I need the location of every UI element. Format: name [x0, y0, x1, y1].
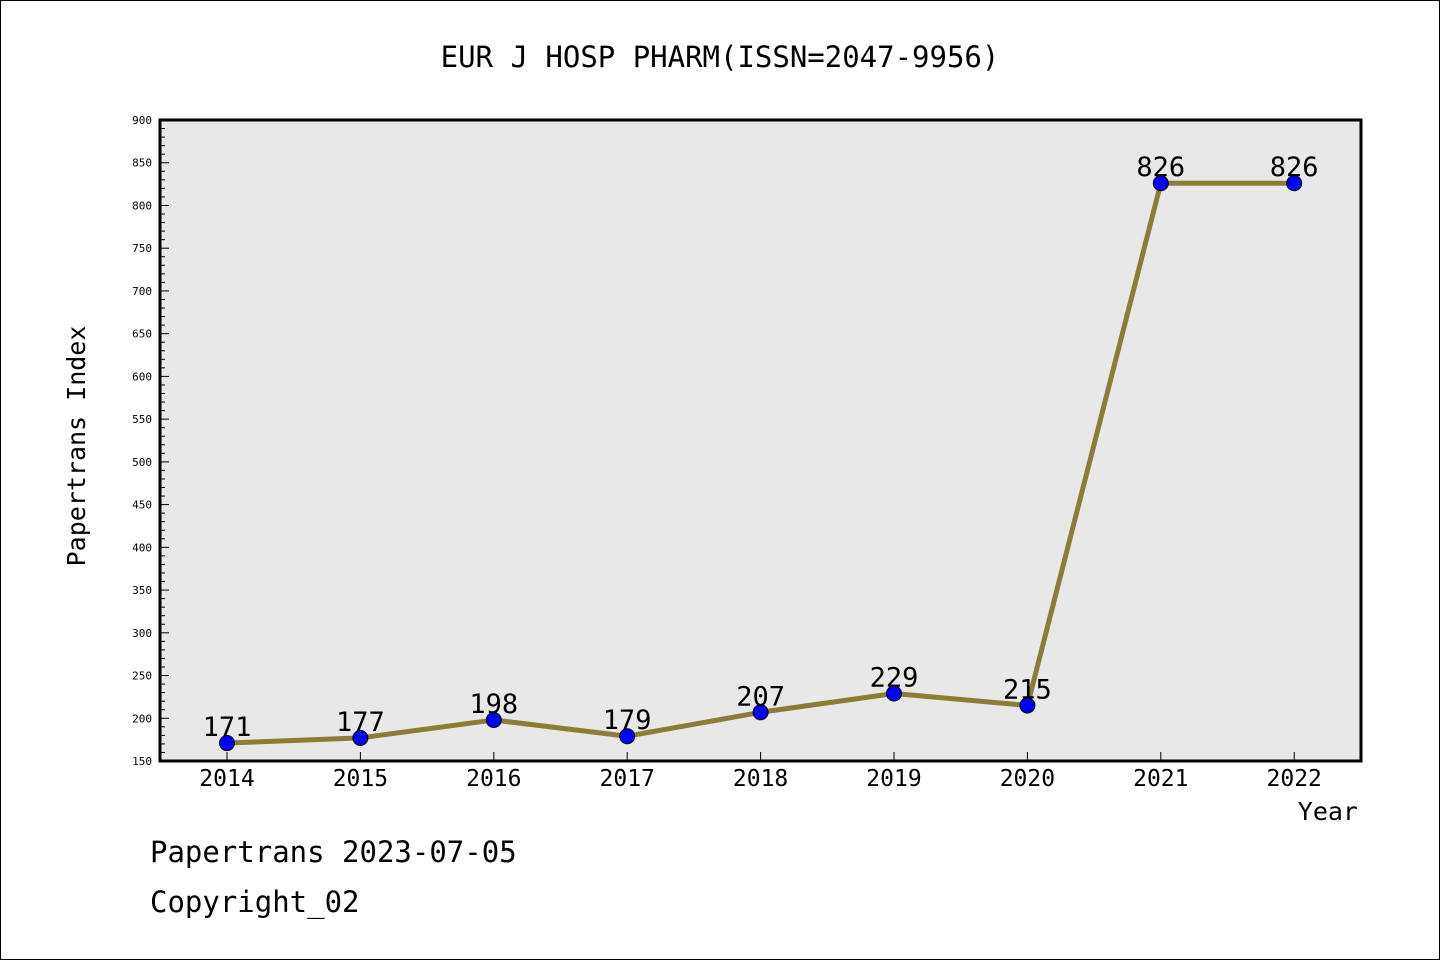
x-tick-label: 2020	[1000, 766, 1055, 792]
data-point	[1152, 175, 1169, 192]
data-label: 179	[603, 705, 652, 736]
x-axis-label: Year	[1298, 797, 1358, 826]
y-tick-label: 900	[132, 114, 152, 127]
y-tick-label: 850	[132, 157, 152, 170]
y-tick-label: 550	[132, 413, 152, 426]
x-tick-label: 2019	[866, 766, 921, 792]
y-tick-label: 750	[132, 242, 152, 255]
plot-area	[160, 120, 1361, 761]
x-tick-label: 2022	[1267, 766, 1322, 792]
data-label: 826	[1270, 152, 1319, 183]
x-tick-label: 2018	[733, 766, 788, 792]
y-tick-label: 800	[132, 199, 152, 212]
data-point	[752, 704, 769, 721]
data-point	[352, 729, 369, 746]
y-tick-label: 400	[132, 541, 152, 554]
data-label: 198	[469, 689, 518, 720]
y-tick-label: 450	[132, 499, 152, 512]
data-label: 207	[736, 681, 785, 712]
data-label: 215	[1003, 674, 1052, 705]
data-label: 177	[336, 707, 385, 738]
data-point	[1019, 697, 1036, 714]
y-tick-label: 300	[132, 627, 152, 640]
y-tick-label: 700	[132, 285, 152, 298]
y-tick-label: 200	[132, 712, 152, 725]
x-tick-label: 2015	[333, 766, 388, 792]
x-tick-label: 2017	[600, 766, 655, 792]
y-tick-label: 250	[132, 670, 152, 683]
footer-date: Papertrans 2023-07-05	[150, 835, 517, 869]
y-axis-label: Papertrans Index	[62, 326, 91, 567]
series-line: 171 177 198 179 207 229 215 826 826	[203, 152, 1319, 752]
y-tick-label: 650	[132, 328, 152, 341]
chart-title: EUR J HOSP PHARM(ISSN=2047-9956)	[441, 40, 1000, 74]
y-axis: 150 200 250 300 350 400 450 500 550 600 650 700 750 8…	[132, 114, 169, 768]
y-tick-label: 600	[132, 370, 152, 383]
x-axis: 2014 2015 2016 2017 2018 2019 2020 2021 2022	[199, 752, 1322, 792]
data-label: 826	[1136, 152, 1185, 183]
x-tick-label: 2014	[199, 766, 254, 792]
data-label: 171	[203, 712, 252, 743]
x-tick-label: 2016	[466, 766, 521, 792]
data-label: 229	[870, 662, 919, 693]
data-point	[619, 728, 636, 745]
footer-copyright: Copyright_02	[150, 885, 360, 919]
plot-border	[158, 118, 1363, 763]
y-tick-label: 500	[132, 456, 152, 469]
data-point	[485, 711, 502, 728]
y-tick-label: 150	[132, 755, 152, 768]
data-point	[219, 735, 235, 752]
data-point	[1286, 175, 1303, 192]
y-tick-label: 350	[132, 584, 152, 597]
data-point	[886, 685, 902, 702]
x-tick-label: 2021	[1133, 766, 1188, 792]
